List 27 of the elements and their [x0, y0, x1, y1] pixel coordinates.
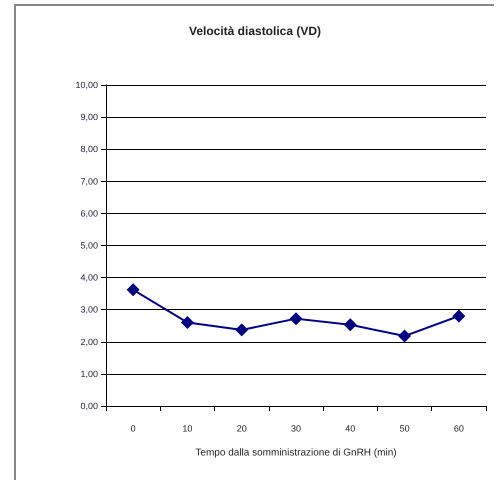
x-tick-label: 50	[400, 424, 410, 434]
chart-title: Velocità diastolica (VD)	[188, 24, 322, 38]
y-tick-label: 2,00	[80, 336, 98, 347]
y-tick-label: 5,00	[80, 240, 98, 250]
x-tick-label: 40	[345, 424, 356, 434]
point	[180, 316, 194, 330]
y-tick-label: 6,00	[80, 208, 98, 218]
y-tick-label: 10,00	[75, 80, 98, 90]
y-tick-label: 1,00	[80, 368, 98, 379]
point	[452, 310, 466, 323]
x-axis-title: Tempo dalla somministrazione di GnRH (min)	[195, 448, 397, 458]
point	[344, 318, 357, 332]
x-tick-label: 10	[182, 424, 192, 434]
x-tick-label: 0	[130, 424, 136, 434]
x-tick-label: 60	[454, 424, 464, 434]
x-tick-label: 30	[290, 424, 302, 434]
y-tick-label: 4,00	[80, 272, 98, 283]
y-tick-label: 7,00	[80, 176, 98, 186]
point	[126, 283, 140, 296]
y-tick-label: 9,00	[80, 112, 98, 122]
point	[235, 323, 248, 336]
y-tick-label: 3,00	[80, 304, 98, 315]
y-tick-label: 0,00	[80, 401, 98, 411]
y-tick-label: 8,00	[80, 144, 98, 154]
x-tick-label: 20	[236, 424, 247, 434]
point	[290, 312, 302, 326]
point	[398, 330, 412, 343]
